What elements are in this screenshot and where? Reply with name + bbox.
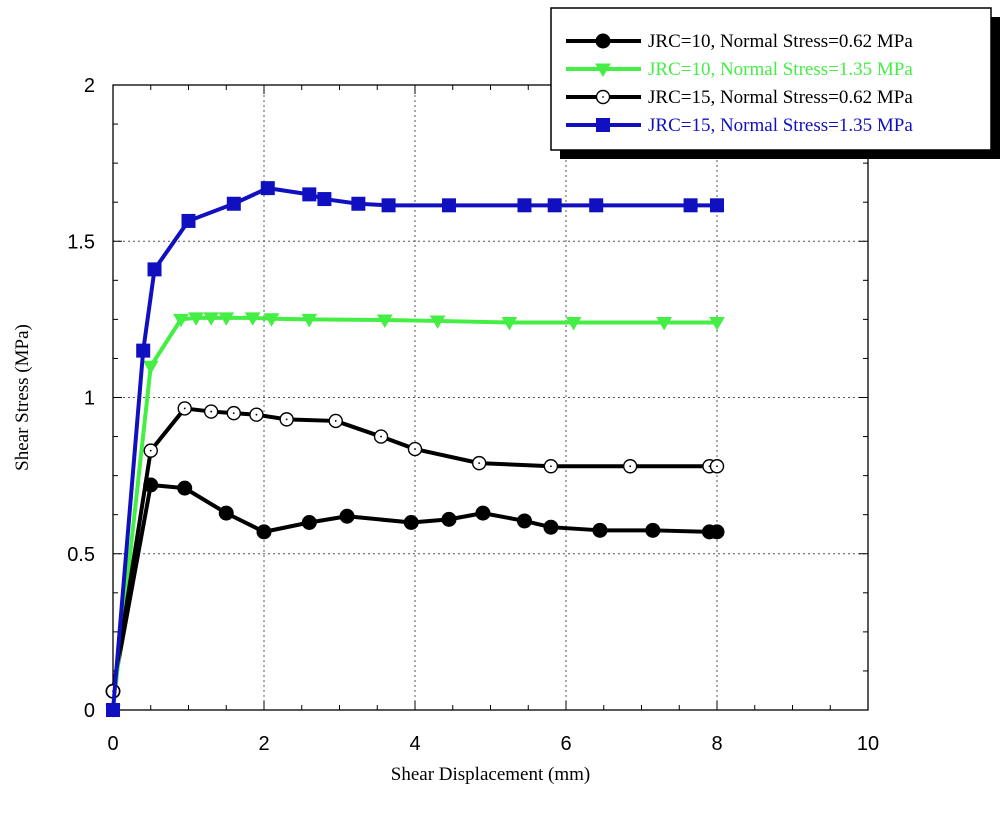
data-point: [279, 412, 294, 427]
y-tick-label: 0.5: [67, 544, 95, 566]
legend-label: JRC=15, Normal Stress=0.62 MPa: [648, 87, 913, 108]
data-point: [543, 459, 559, 474]
data-point: [188, 312, 204, 326]
series-group: [105, 181, 725, 718]
x-tick-labels: 0 2 4 6 8 10: [107, 733, 879, 755]
legend-entry: JRC=15, Normal Stress=1.35 MPa: [566, 115, 913, 136]
x-tick-label: 0: [107, 733, 118, 755]
legend-entry: JRC=10, Normal Stress=1.35 MPa: [566, 59, 913, 80]
data-point: [260, 181, 275, 196]
data-point: [407, 441, 423, 457]
data-point: [302, 187, 317, 202]
data-point: [351, 196, 366, 211]
data-point: [256, 524, 272, 540]
data-point: [516, 513, 532, 529]
data-point: [501, 317, 518, 331]
data-point: [143, 443, 158, 458]
y-tick-label: 1: [84, 388, 95, 410]
plot-frame: [112, 84, 869, 711]
data-point: [177, 401, 192, 416]
y-tick-label: 1.5: [67, 231, 95, 253]
data-point: [376, 314, 393, 328]
series-line: [111, 483, 717, 692]
data-point: [263, 313, 280, 327]
data-point: [381, 198, 396, 213]
legend-marker: [595, 63, 611, 77]
data-point: [226, 196, 241, 211]
data-point: [218, 505, 234, 521]
data-point: [656, 317, 673, 331]
legend: JRC=10, Normal Stress=0.62 MPa JRC=10, No…: [550, 7, 1000, 159]
legend-entry: JRC=10, Normal Stress=0.62 MPa: [566, 31, 913, 52]
data-point: [475, 505, 491, 521]
data-point: [339, 508, 355, 524]
legend-marker: [595, 89, 611, 105]
data-point: [589, 198, 604, 213]
data-point: [218, 312, 235, 326]
series-3: [105, 401, 725, 699]
grid: [113, 85, 868, 710]
data-point: [683, 198, 698, 213]
data-point: [710, 198, 724, 213]
data-point: [622, 459, 638, 474]
legend-marker: [596, 118, 610, 132]
data-point: [709, 317, 725, 331]
data-point: [645, 522, 661, 538]
legend-label: JRC=10, Normal Stress=0.62 MPa: [648, 31, 913, 52]
data-point: [136, 343, 151, 358]
data-point: [244, 312, 261, 326]
data-point: [301, 313, 318, 328]
data-point: [471, 455, 487, 471]
y-tick-labels: 0 0.5 1 1.5 2: [67, 75, 95, 722]
data-point: [142, 360, 159, 375]
data-point: [543, 519, 559, 535]
data-point: [403, 515, 419, 530]
data-point: [328, 413, 343, 429]
series-2: [105, 312, 725, 718]
data-point: [181, 213, 196, 228]
data-point: [173, 313, 189, 328]
data-point: [547, 198, 562, 213]
x-axis-title: Shear Displacement (mm): [391, 764, 590, 785]
y-tick-label: 0: [84, 700, 95, 722]
data-point: [441, 511, 457, 527]
legend-label: JRC=15, Normal Stress=1.35 MPa: [648, 115, 913, 136]
data-point: [249, 407, 264, 422]
data-point: [441, 198, 456, 213]
data-point: [592, 522, 608, 538]
data-point: [147, 262, 162, 277]
data-point: [203, 312, 220, 326]
series-4: [106, 181, 724, 717]
x-tick-label: 2: [258, 733, 269, 755]
data-point: [565, 317, 582, 331]
data-point: [517, 198, 532, 213]
series-line: [111, 186, 717, 711]
data-point: [203, 404, 219, 419]
data-point: [301, 515, 317, 530]
data-point: [709, 524, 725, 540]
y-tick-label: 2: [84, 75, 95, 97]
legend-marker: [595, 33, 611, 49]
data-point: [429, 315, 446, 329]
x-tick-label: 10: [857, 733, 879, 755]
data-point: [373, 429, 389, 444]
y-axis-title: Shear Stress (MPa): [12, 324, 33, 471]
data-point: [709, 459, 725, 474]
series-1: [105, 477, 725, 699]
data-point: [317, 192, 332, 207]
x-tick-label: 8: [711, 733, 722, 755]
x-tick-label: 4: [409, 733, 420, 755]
data-point: [177, 480, 193, 496]
data-point: [226, 405, 242, 421]
legend-entry: JRC=15, Normal Stress=0.62 MPa: [566, 87, 913, 108]
data-point: [106, 703, 120, 717]
legend-label: JRC=10, Normal Stress=1.35 MPa: [648, 59, 913, 80]
x-tick-label: 6: [560, 733, 571, 755]
